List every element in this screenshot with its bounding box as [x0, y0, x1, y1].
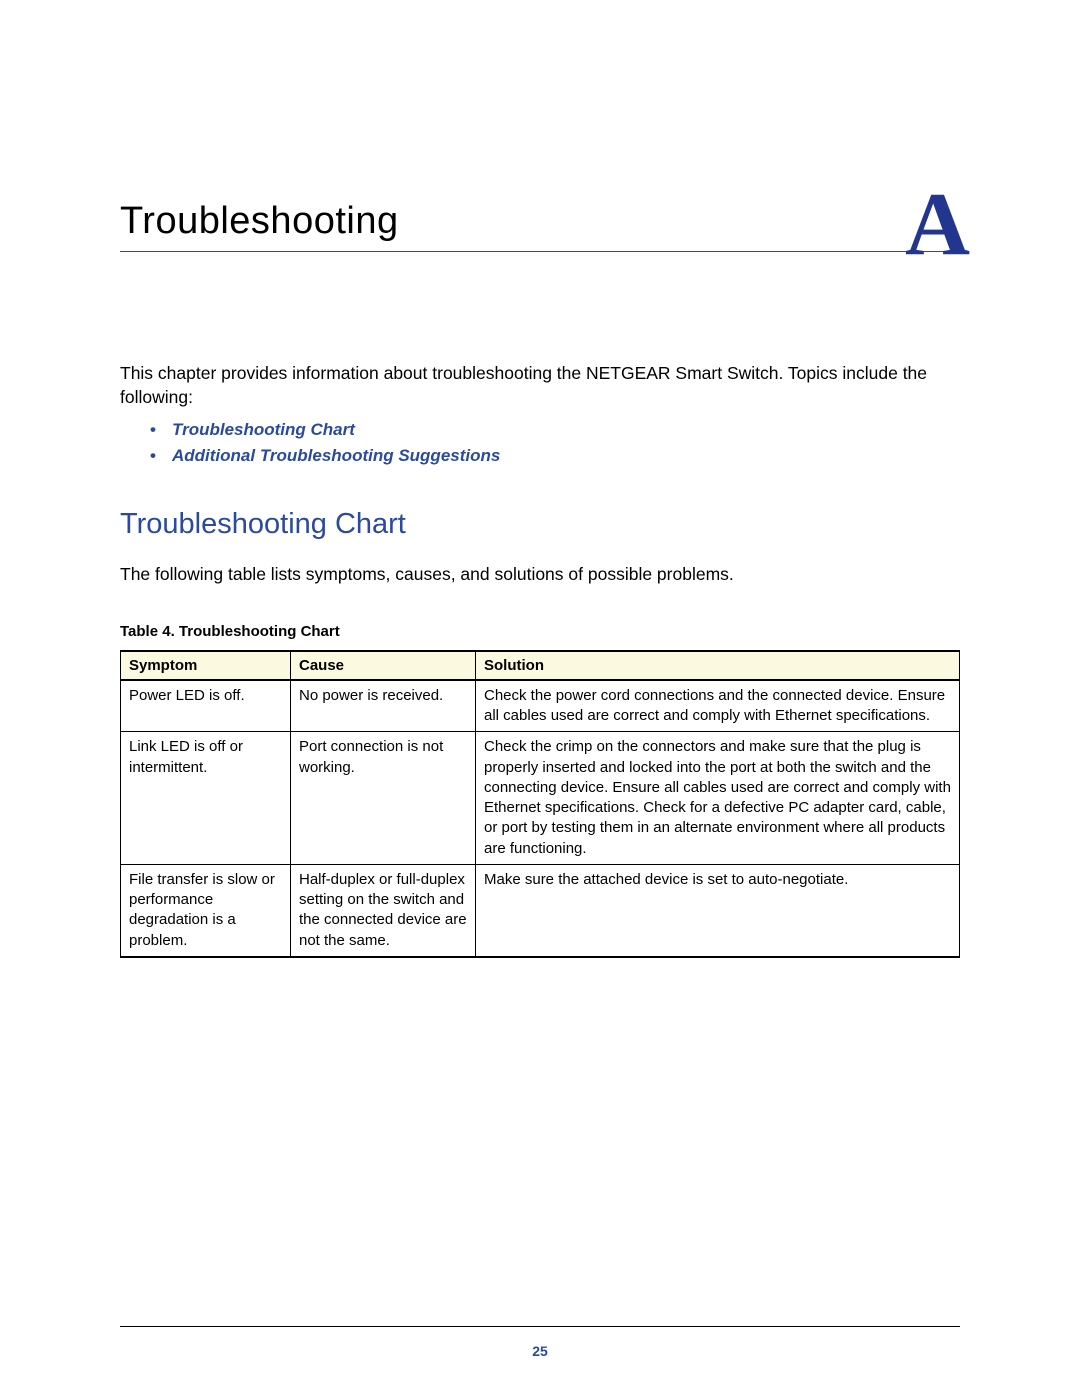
topic-link-troubleshooting-chart[interactable]: Troubleshooting Chart — [150, 417, 960, 443]
col-header-solution: Solution — [476, 651, 960, 680]
page-number: 25 — [0, 1343, 1080, 1359]
table-header-row: Symptom Cause Solution — [121, 651, 960, 680]
intro-paragraph: This chapter provides information about … — [120, 362, 960, 409]
cell-symptom: Power LED is off. — [121, 680, 291, 732]
topic-link-additional-suggestions[interactable]: Additional Troubleshooting Suggestions — [150, 443, 960, 469]
table-row: Link LED is off or intermittent. Port co… — [121, 732, 960, 865]
cell-cause: Half-duplex or full-duplex setting on th… — [291, 864, 476, 957]
cell-solution: Check the power cord connections and the… — [476, 680, 960, 732]
topic-list: Troubleshooting Chart Additional Trouble… — [120, 417, 960, 468]
cell-cause: No power is received. — [291, 680, 476, 732]
cell-solution: Make sure the attached device is set to … — [476, 864, 960, 957]
chapter-header: Troubleshooting A — [120, 200, 960, 252]
table-row: Power LED is off. No power is received. … — [121, 680, 960, 732]
section-heading: Troubleshooting Chart — [120, 508, 960, 541]
col-header-cause: Cause — [291, 651, 476, 680]
col-header-symptom: Symptom — [121, 651, 291, 680]
cell-solution: Check the crimp on the connectors and ma… — [476, 732, 960, 865]
footer-rule — [120, 1326, 960, 1327]
chapter-title: Troubleshooting — [120, 200, 960, 243]
table-caption: Table 4. Troubleshooting Chart — [120, 623, 960, 640]
cell-symptom: Link LED is off or intermittent. — [121, 732, 291, 865]
table-row: File transfer is slow or performance deg… — [121, 864, 960, 957]
appendix-badge: A — [905, 180, 970, 270]
cell-symptom: File transfer is slow or performance deg… — [121, 864, 291, 957]
section-intro-text: The following table lists symptoms, caus… — [120, 563, 960, 587]
cell-cause: Port connection is not working. — [291, 732, 476, 865]
document-page: Troubleshooting A This chapter provides … — [0, 0, 1080, 1397]
troubleshooting-table: Symptom Cause Solution Power LED is off.… — [120, 650, 960, 958]
